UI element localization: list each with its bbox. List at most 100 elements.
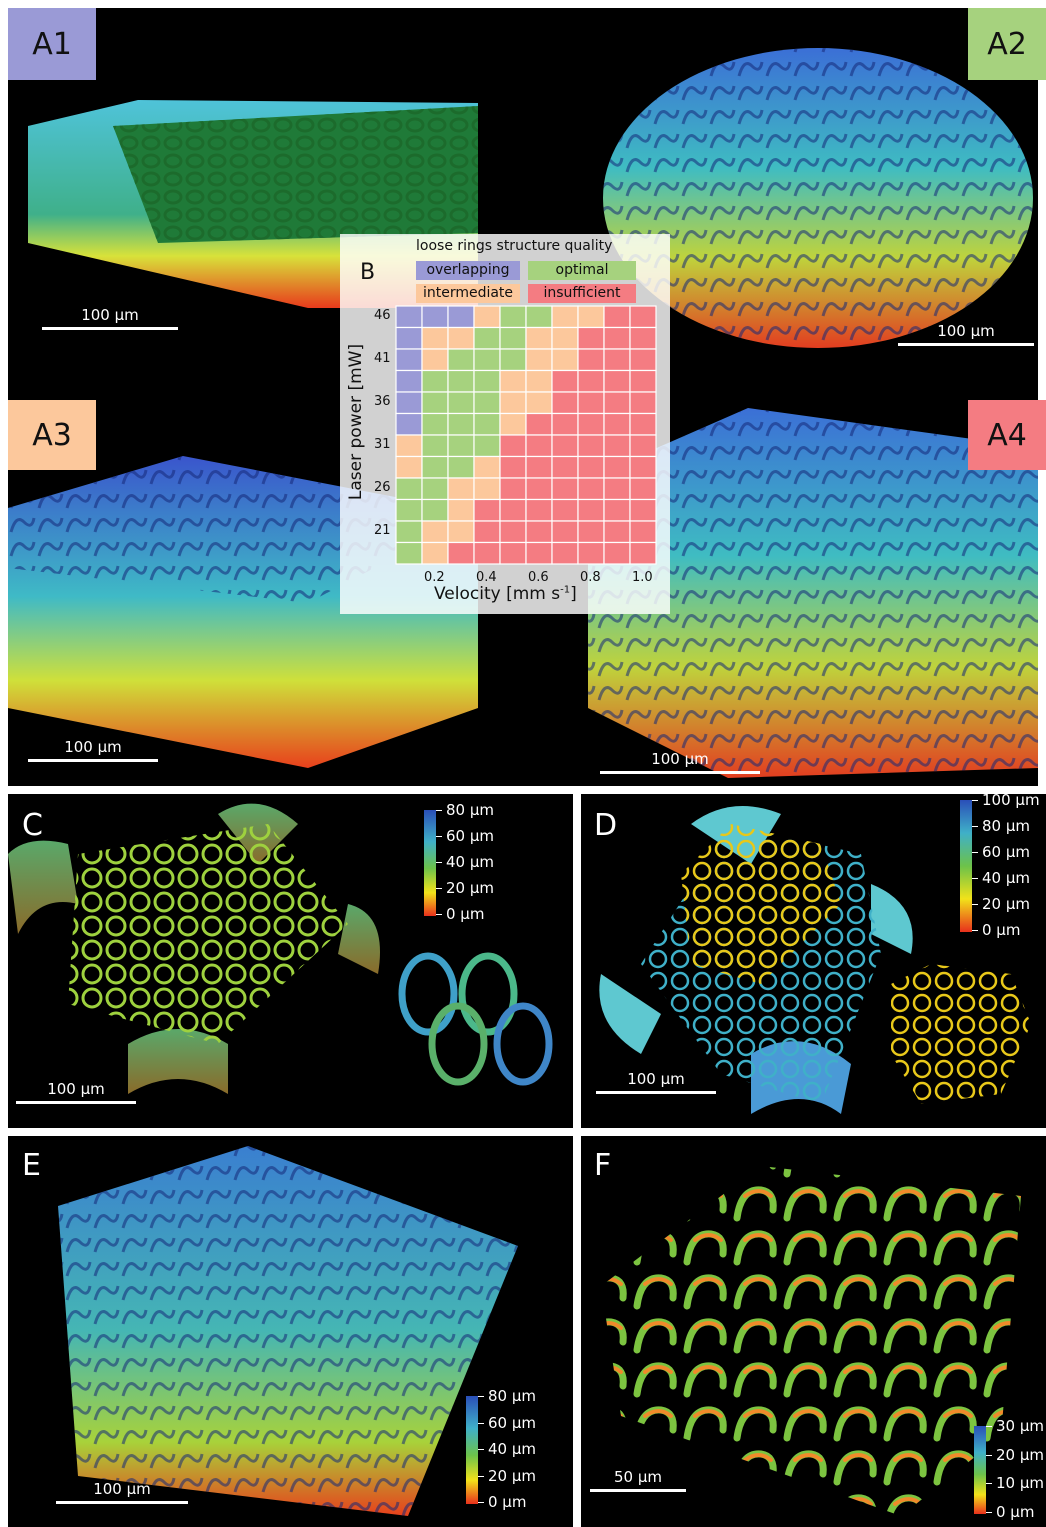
heatmap-cell <box>525 305 553 329</box>
heatmap-cell <box>499 305 527 329</box>
heatmap-cell <box>499 477 527 501</box>
colorbar-c-label: 60 µm <box>446 827 495 845</box>
heatmap-cell <box>629 520 657 544</box>
legend-insufficient: insufficient <box>528 284 636 303</box>
scalebar-a1-label: 100 µm <box>81 306 139 324</box>
heatmap-cell <box>395 391 423 415</box>
heatmap-cell <box>577 541 605 565</box>
heatmap-cell <box>395 412 423 436</box>
heatmap-cell <box>551 369 579 393</box>
heatmap-cell <box>395 305 423 329</box>
heatmap-cell <box>473 326 501 350</box>
panel-e <box>8 1136 573 1527</box>
heatmap-cell <box>577 348 605 372</box>
scalebar-d-label: 100 µm <box>627 1070 685 1088</box>
colorbar-f-label: 30 µm <box>996 1417 1045 1435</box>
heatmap-cell <box>551 305 579 329</box>
legend-overlapping: overlapping <box>416 261 520 280</box>
heatmap-cell <box>629 541 657 565</box>
heatmap-cell <box>421 391 449 415</box>
heatmap-cell <box>629 348 657 372</box>
colorbar-f-tick <box>986 1512 992 1513</box>
panel-e-rendering <box>58 1146 518 1516</box>
colorbar-d-label: 100 µm <box>982 791 1040 809</box>
y-tick-label: 21 <box>374 523 391 538</box>
scalebar-a1: 100 µm <box>42 306 178 330</box>
heatmap-cell <box>499 326 527 350</box>
heatmap-cell <box>421 412 449 436</box>
heatmap-cell <box>447 434 475 458</box>
heatmap-cell <box>421 477 449 501</box>
colorbar-e: 80 µm 60 µm 40 µm 20 µm 0 µm <box>466 1387 556 1512</box>
heatmap-cell <box>629 305 657 329</box>
heatmap-cell <box>525 391 553 415</box>
heatmap-cell <box>473 498 501 522</box>
chart-b-ylabel: Laser power [mW] <box>346 343 367 501</box>
scalebar-e-label: 100 µm <box>93 1480 151 1498</box>
heatmap-cell <box>499 391 527 415</box>
x-tick-label: 0.8 <box>580 570 601 585</box>
heatmap-cell <box>577 369 605 393</box>
scalebar-a2: 100 µm <box>898 322 1034 346</box>
heatmap-cell <box>525 434 553 458</box>
heatmap-cell <box>421 369 449 393</box>
heatmap-cell <box>603 305 631 329</box>
heatmap-cell <box>525 369 553 393</box>
scalebar-a2-label: 100 µm <box>937 322 995 340</box>
colorbar-f-label: 20 µm <box>996 1445 1045 1464</box>
heatmap-cell <box>577 434 605 458</box>
heatmap-cell <box>551 391 579 415</box>
heatmap-cell <box>421 305 449 329</box>
heatmap-cell <box>499 412 527 436</box>
heatmap-cell <box>551 498 579 522</box>
heatmap-cell <box>447 391 475 415</box>
colorbar-d-tick <box>972 904 978 905</box>
colorbar-e-tick <box>478 1396 484 1397</box>
a2-rendering <box>603 48 1033 348</box>
colorbar-c-tick <box>436 862 442 863</box>
y-tick-label: 31 <box>374 437 391 452</box>
heatmap-cell <box>603 498 631 522</box>
colorbar-f-label: 10 µm <box>996 1474 1045 1493</box>
colorbar-f-tick <box>986 1483 992 1485</box>
colorbar-d-label: 60 µm <box>982 843 1031 861</box>
y-tick-label: 46 <box>374 308 391 323</box>
colorbar-e-label: 40 µm <box>488 1440 537 1458</box>
heatmap-cell <box>447 520 475 544</box>
colorbar-e-label: 80 µm <box>488 1387 537 1405</box>
heatmap-cell <box>525 326 553 350</box>
colorbar-c-label: 80 µm <box>446 801 495 819</box>
x-tick-label: 0.2 <box>424 570 445 585</box>
heatmap-cell <box>629 477 657 501</box>
heatmap-cell <box>551 434 579 458</box>
colorbar-e-tick <box>478 1475 484 1477</box>
x-tick-label: 1.0 <box>632 570 653 585</box>
heatmap-cell <box>629 498 657 522</box>
heatmap-cell <box>577 305 605 329</box>
heatmap-cell <box>395 369 423 393</box>
heatmap-cell <box>629 455 657 479</box>
colorbar-c-label: 0 µm <box>446 905 485 923</box>
colorbar-f-tick <box>986 1454 992 1456</box>
panel-c-rendering <box>8 803 553 1094</box>
heatmap-cell <box>395 498 423 522</box>
colorbar-e-label: 60 µm <box>488 1413 537 1432</box>
heatmap-cell <box>525 455 553 479</box>
heatmap-cell <box>603 391 631 415</box>
colorbar-c-tick <box>436 836 442 837</box>
heatmap-cell <box>473 348 501 372</box>
heatmap-cell <box>577 391 605 415</box>
heatmap-cell <box>551 348 579 372</box>
badge-a1: A1 <box>8 8 96 80</box>
scalebar-f-label: 50 µm <box>613 1468 662 1486</box>
heatmap-cell <box>473 520 501 544</box>
heatmap-cell <box>551 455 579 479</box>
heatmap-cell <box>473 541 501 565</box>
heatmap-cell <box>395 541 423 565</box>
heatmap-cell <box>525 477 553 501</box>
badge-a2: A2 <box>968 8 1046 80</box>
scalebar-a4-label: 100 µm <box>651 750 709 768</box>
chart-b-panel-label: B <box>360 260 376 285</box>
chart-b: loose rings structure quality B overlapp… <box>340 234 670 614</box>
heatmap-cell <box>421 326 449 350</box>
